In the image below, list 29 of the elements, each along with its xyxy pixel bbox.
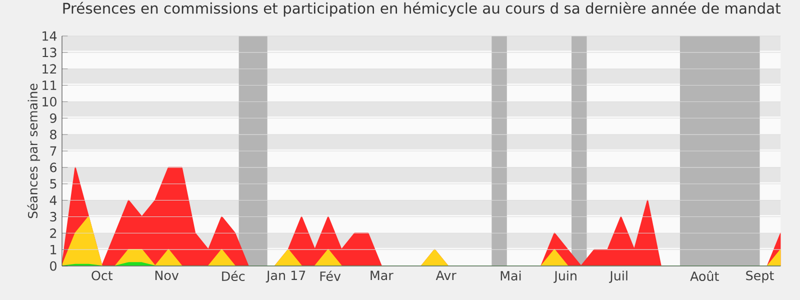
y-tick-label: 1 [50,244,56,254]
y-tick-label: 14 [42,31,57,41]
chart-title: Présences en commissions et participation en hémicycle au cours d sa dernière année de mandat [63,2,781,17]
y-axis-title: Séances par semaine [27,84,40,218]
y-tick-label: 10 [42,96,56,107]
x-tick-label: Mar [370,270,394,280]
x-tick-label: Déc [222,270,245,282]
x-tick-label: Août [690,270,719,282]
y-tick-label: 13 [42,48,56,58]
x-tick-label: Oct [92,270,113,280]
y-tick-label: 12 [42,64,56,74]
x-tick-label: Mai [500,270,521,281]
x-tick-label: Sept [746,270,774,283]
x-tick-label: Avr [436,270,456,280]
y-tick-label: 8 [50,130,56,140]
x-tick-label: Fév [320,270,341,282]
y-tick-label: 0 [50,261,56,271]
x-tick-label: Juin [554,270,576,283]
y-tick-label: 4 [50,196,57,205]
y-tick-label: 7 [50,146,56,156]
y-tick-label: 9 [50,113,56,123]
y-tick-label: 6 [50,162,56,172]
x-tick-label: Juil [609,270,628,283]
y-tick-label: 11 [42,80,56,90]
y-tick-label: 3 [50,212,56,222]
x-tick-label: Jan 17 [266,270,306,282]
x-tick-label: Nov [155,270,179,280]
y-tick-label: 2 [50,228,56,238]
y-tick-label: 5 [50,179,56,189]
